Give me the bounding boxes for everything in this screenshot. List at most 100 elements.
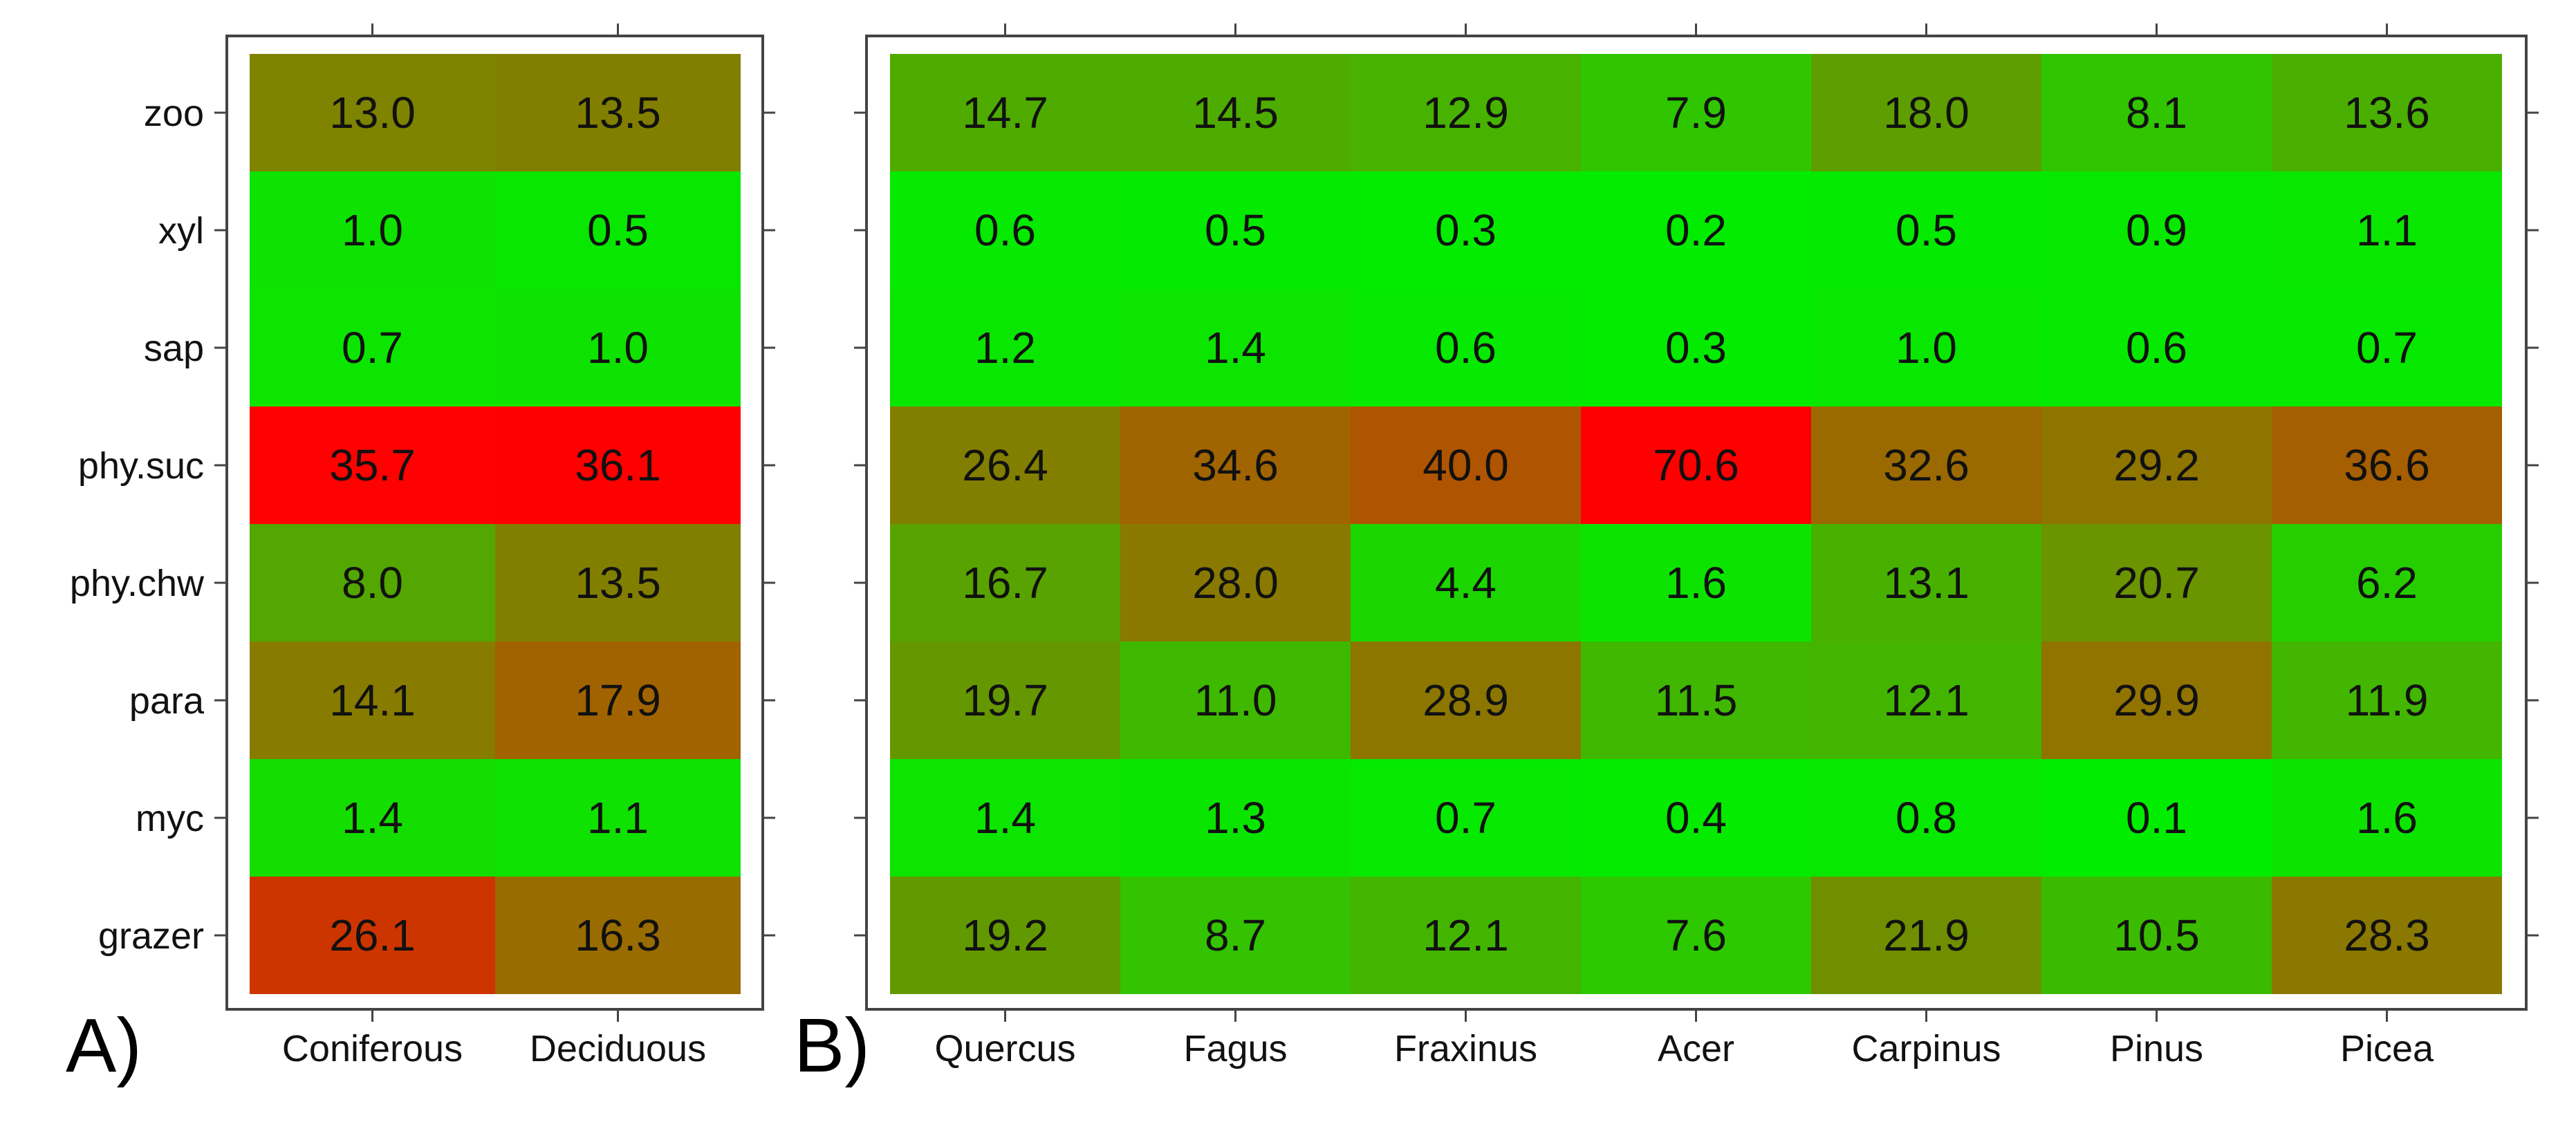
heatmap-cell bbox=[2272, 171, 2502, 289]
cell-value-label: 0.6 bbox=[1435, 323, 1497, 373]
heatmap-cell bbox=[890, 759, 1120, 877]
cell-value-label: 11.9 bbox=[2346, 675, 2429, 725]
heatmap-cell bbox=[495, 642, 741, 759]
heatmap-cell bbox=[1811, 524, 2041, 642]
heatmap-cell bbox=[2041, 877, 2272, 994]
cell-value-label: 12.1 bbox=[1423, 910, 1509, 960]
cell-value-label: 14.1 bbox=[329, 675, 416, 725]
cell-value-label: 40.0 bbox=[1423, 440, 1509, 490]
heatmap-panel-b: 14.7 14.5 12.9 7.9 18.0 8.1 13.6 0.6 0.5 0.3 0.2 0.… bbox=[794, 24, 2539, 1088]
heatmap-cell bbox=[250, 54, 495, 171]
cell-value-label: 10.5 bbox=[2113, 910, 2200, 960]
y-tick-label: zoo bbox=[144, 93, 204, 134]
heatmap-cell bbox=[1581, 54, 1811, 171]
cell-value-label: 21.9 bbox=[1883, 910, 1970, 960]
heatmap-cell bbox=[2272, 54, 2502, 171]
cell-value-label: 11.0 bbox=[1194, 675, 1277, 725]
cell-value-label: 13.5 bbox=[575, 558, 661, 608]
cell-value-label: 20.7 bbox=[2113, 558, 2200, 608]
heatmap-cell bbox=[1811, 289, 2041, 406]
heatmap-cell bbox=[1120, 54, 1351, 171]
heatmap-cell bbox=[1581, 524, 1811, 642]
heatmap-cell bbox=[1811, 759, 2041, 877]
y-tick-label: phy.chw bbox=[70, 563, 205, 604]
cell-value-label: 0.8 bbox=[1896, 793, 1957, 843]
cell-value-label: 28.0 bbox=[1192, 558, 1279, 608]
cell-value-label: 1.2 bbox=[974, 323, 1036, 373]
heatmap-cell bbox=[1581, 289, 1811, 406]
cell-value-label: 1.6 bbox=[2356, 793, 2418, 843]
heatmap-cell bbox=[1120, 642, 1351, 759]
heatmap-cell bbox=[1581, 171, 1811, 289]
y-tick-label: grazer bbox=[98, 915, 204, 957]
heatmap-cell bbox=[1351, 54, 1581, 171]
cell-value-label: 13.1 bbox=[1883, 558, 1970, 608]
cell-value-label: 0.5 bbox=[587, 205, 649, 255]
x-tick-label: Carpinus bbox=[1851, 1028, 2001, 1069]
heatmap-cell bbox=[495, 877, 741, 994]
heatmap-cell bbox=[890, 171, 1120, 289]
heatmap-cell bbox=[890, 406, 1120, 524]
cell-value-label: 14.7 bbox=[962, 88, 1048, 138]
cell-value-label: 28.9 bbox=[1423, 675, 1509, 725]
cell-value-label: 16.7 bbox=[962, 558, 1048, 608]
cell-value-label: 1.1 bbox=[587, 793, 649, 843]
heatmap-cell bbox=[890, 524, 1120, 642]
cell-value-label: 0.6 bbox=[2126, 323, 2187, 373]
cell-value-label: 0.6 bbox=[974, 205, 1036, 255]
cell-value-label: 13.0 bbox=[329, 88, 416, 138]
cell-value-label: 70.6 bbox=[1653, 440, 1739, 490]
x-tick-label: Fagus bbox=[1183, 1028, 1287, 1069]
heatmap-panel-a: 13.0 13.5 1.0 0.5 0.7 1.0 35.7 36.1 8.0 13.5 14.1 1… bbox=[66, 24, 775, 1088]
heatmap-cell bbox=[1120, 524, 1351, 642]
cell-value-label: 1.4 bbox=[974, 793, 1036, 843]
heatmap-cell bbox=[1351, 877, 1581, 994]
heatmap-cell bbox=[2041, 54, 2272, 171]
heatmap-cell bbox=[495, 289, 741, 406]
cell-value-label: 7.9 bbox=[1665, 88, 1727, 138]
heatmap-cell bbox=[2041, 171, 2272, 289]
heatmap-cell bbox=[495, 406, 741, 524]
heatmap-cell bbox=[495, 54, 741, 171]
heatmap-cell bbox=[2041, 642, 2272, 759]
cell-value-label: 13.6 bbox=[2344, 88, 2430, 138]
heatmap-cell bbox=[1351, 171, 1581, 289]
heatmap-cell bbox=[1811, 54, 2041, 171]
heatmap-cell bbox=[1581, 406, 1811, 524]
cell-value-label: 36.6 bbox=[2344, 440, 2430, 490]
heatmap-cell bbox=[1120, 171, 1351, 289]
cell-value-label: 0.3 bbox=[1435, 205, 1497, 255]
cell-value-label: 1.4 bbox=[342, 793, 403, 843]
cell-value-label: 17.9 bbox=[575, 675, 661, 725]
heatmap-cell bbox=[250, 171, 495, 289]
heatmap-cell bbox=[2041, 406, 2272, 524]
cell-value-label: 1.0 bbox=[1896, 323, 1957, 373]
heatmap-cell bbox=[890, 54, 1120, 171]
heatmap-cell bbox=[2041, 524, 2272, 642]
heatmap-cell bbox=[495, 171, 741, 289]
heatmap-cell bbox=[2041, 759, 2272, 877]
cell-value-label: 12.9 bbox=[1423, 88, 1509, 138]
heatmap-cell bbox=[1120, 406, 1351, 524]
y-tick-label: para bbox=[129, 680, 205, 722]
cell-value-label: 0.1 bbox=[2126, 793, 2187, 843]
cell-value-label: 34.6 bbox=[1192, 440, 1279, 490]
cell-value-label: 11.5 bbox=[1655, 675, 1738, 725]
heatmap-cell bbox=[1811, 171, 2041, 289]
cell-value-label: 0.9 bbox=[2126, 205, 2187, 255]
cell-value-label: 0.4 bbox=[1665, 793, 1727, 843]
cell-value-label: 36.1 bbox=[575, 440, 661, 490]
heatmap-cell bbox=[2272, 877, 2502, 994]
y-tick-label: xyl bbox=[158, 210, 204, 252]
cell-value-label: 12.1 bbox=[1883, 675, 1970, 725]
cell-value-label: 1.3 bbox=[1205, 793, 1266, 843]
cell-value-label: 1.4 bbox=[1205, 323, 1266, 373]
cell-value-label: 19.7 bbox=[962, 675, 1048, 725]
x-tick-label: Quercus bbox=[934, 1028, 1075, 1069]
cell-value-label: 0.7 bbox=[342, 323, 403, 373]
heatmap-cell bbox=[2272, 759, 2502, 877]
heatmap-cell bbox=[2272, 289, 2502, 406]
heatmap-cell bbox=[250, 642, 495, 759]
cell-value-label: 0.7 bbox=[2356, 323, 2418, 373]
heatmap-cell bbox=[2272, 406, 2502, 524]
